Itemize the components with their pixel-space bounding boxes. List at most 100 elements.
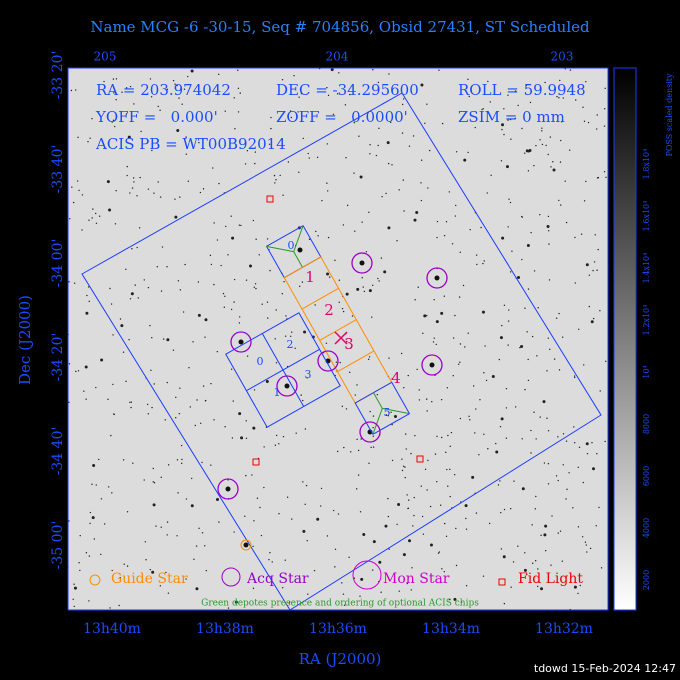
star [298, 285, 301, 288]
star [287, 161, 290, 163]
star [482, 262, 484, 265]
star [288, 601, 291, 603]
bottom-label: 13h36m [309, 621, 367, 637]
star [552, 168, 556, 172]
star [388, 548, 390, 550]
star [380, 591, 382, 593]
star [511, 250, 513, 252]
star [465, 517, 467, 520]
star [582, 481, 585, 484]
star [122, 459, 125, 461]
star [398, 189, 400, 191]
star [595, 128, 598, 130]
star [521, 258, 523, 261]
footer: tdowd 15-Feb-2024 12:47 [534, 662, 676, 675]
star [149, 568, 152, 571]
star [284, 559, 286, 561]
star [167, 592, 170, 594]
star [474, 432, 476, 434]
star [202, 385, 205, 387]
legend: Fid Light [518, 571, 583, 587]
star [535, 495, 537, 498]
star [327, 190, 329, 192]
star [302, 529, 306, 533]
star [321, 199, 323, 202]
star [542, 400, 546, 404]
star [448, 598, 451, 601]
star [414, 434, 416, 437]
star [274, 444, 277, 446]
star [436, 480, 438, 483]
star [547, 337, 549, 339]
star [152, 467, 154, 470]
star [573, 426, 575, 428]
star [205, 569, 208, 572]
star [452, 337, 455, 339]
star [526, 244, 530, 248]
star [187, 75, 189, 78]
star [195, 587, 199, 591]
star [341, 307, 344, 310]
star [356, 384, 358, 386]
star [533, 270, 536, 272]
star [238, 339, 244, 345]
star [73, 586, 77, 590]
star [304, 503, 306, 506]
star [159, 585, 162, 587]
star [336, 450, 339, 453]
colorbar-label: 1.8x10⁴ [642, 149, 651, 180]
star [559, 204, 562, 206]
star [391, 378, 393, 380]
star [125, 380, 127, 383]
star [225, 225, 227, 228]
chip-number: 3 [344, 335, 354, 353]
star [581, 88, 583, 90]
star [256, 497, 259, 499]
star [223, 306, 226, 308]
star [295, 432, 297, 434]
star [320, 487, 323, 490]
star [72, 598, 74, 600]
star [587, 121, 590, 124]
star [479, 399, 481, 401]
star [469, 228, 471, 231]
info: YOFF = 0.000' [95, 108, 218, 126]
star [253, 286, 255, 288]
star [227, 254, 229, 256]
star [121, 91, 123, 93]
star [176, 535, 178, 537]
star [162, 338, 165, 340]
star [604, 440, 606, 443]
sky-image [68, 68, 608, 610]
colorbar-label: 6000 [642, 466, 651, 486]
star [129, 85, 132, 88]
star [281, 78, 284, 81]
star [298, 171, 300, 173]
star [577, 592, 579, 595]
star [406, 494, 408, 496]
star [344, 104, 347, 106]
star [550, 166, 552, 168]
star [549, 348, 551, 351]
star [413, 218, 417, 222]
star [583, 364, 585, 366]
star [417, 286, 419, 288]
star [424, 468, 427, 471]
star [402, 98, 405, 100]
star [136, 195, 138, 197]
star [283, 281, 285, 283]
star [484, 345, 486, 347]
star [572, 507, 574, 509]
star [460, 601, 463, 603]
star [131, 187, 134, 189]
star [422, 533, 425, 535]
star [478, 454, 480, 456]
frame [67, 67, 609, 611]
star [407, 507, 410, 510]
star [213, 419, 215, 421]
star [565, 498, 567, 500]
star [183, 88, 186, 90]
star [348, 556, 350, 559]
star [112, 334, 114, 336]
star [561, 560, 564, 562]
